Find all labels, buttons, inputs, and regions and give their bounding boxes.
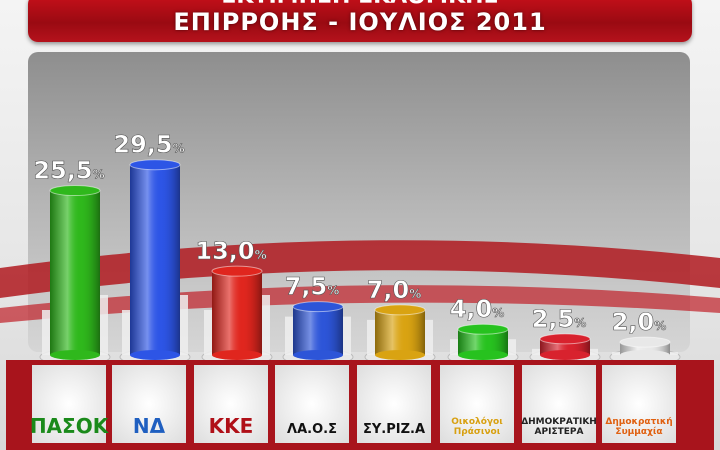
data-label: 2,0% — [612, 308, 667, 336]
data-label: 13,0% — [195, 237, 266, 265]
bar-bottom — [212, 350, 262, 360]
bar-bottom — [458, 350, 508, 360]
bar-cap — [374, 304, 426, 316]
bar-cap — [292, 301, 344, 313]
title-line-2: ΕΠΙΡΡΟΗΣ - ΙΟΥΛΙΟΣ 2011 — [173, 8, 547, 36]
bar-pillar — [423, 319, 433, 355]
data-label: 7,0% — [367, 276, 422, 304]
party-name: ΔΗΜΟΚΡΑΤΙΚΗ ΑΡΙΣΤΕΡΑ — [521, 417, 597, 437]
data-label: 7,5% — [285, 273, 340, 301]
title-banner: ΕΚΤΙΜΗΣΗ ΕΚΛΟΓΙΚΗΣ ΕΠΙΡΡΟΗΣ - ΙΟΥΛΙΟΣ 20… — [28, 0, 692, 42]
bar-pillar — [506, 339, 516, 355]
unit-label: % — [93, 168, 105, 182]
bar-pillar — [612, 352, 622, 355]
unit-label: % — [492, 306, 504, 320]
bar-cap — [457, 323, 509, 335]
bar-pillar — [204, 310, 214, 355]
bar-pillar — [285, 316, 295, 355]
bar-cap — [211, 265, 263, 277]
bar-pillar — [668, 352, 678, 355]
data-label: 25,5% — [33, 157, 104, 185]
bar-shading — [375, 309, 425, 355]
bar-pillar — [588, 348, 598, 355]
party-logo: ΝΔ — [112, 365, 186, 443]
bar-shading — [293, 306, 343, 355]
bar-pillar — [122, 310, 132, 355]
bar-shading — [50, 190, 100, 355]
party-logo: ΔΗΜΟΚΡΑΤΙΚΗ ΑΡΙΣΤΕΡΑ — [521, 365, 597, 443]
data-label: 4,0% — [450, 295, 505, 323]
bar-pillar — [98, 295, 108, 355]
party-logo: ΣΥ.ΡΙΖ.Α — [357, 365, 431, 443]
bar-shading — [130, 164, 180, 355]
bar-pillar — [260, 295, 270, 355]
party-name: ΠΑΣΟΚ — [29, 414, 109, 438]
bar-cap — [539, 333, 591, 345]
data-label: 29,5% — [113, 131, 184, 159]
unit-label: % — [255, 248, 267, 262]
party-name: ΣΥ.ΡΙΖ.Α — [362, 422, 426, 438]
unit-label: % — [173, 142, 185, 156]
party-logo: ΚΚΕ — [194, 365, 268, 443]
bar-pillar — [178, 295, 188, 355]
bar-bottom — [620, 350, 670, 360]
bar-cap — [49, 185, 101, 197]
bar-shading — [212, 271, 262, 355]
bar-bottom — [50, 350, 100, 360]
party-logo: Οικολόγοι Πράσινοι — [440, 365, 514, 443]
bar-bottom — [375, 350, 425, 360]
bar-pillar — [42, 310, 52, 355]
bar-pillar — [532, 348, 542, 355]
party-logo: Δημοκρατική Συμμαχία — [602, 365, 676, 443]
data-label: 2,5% — [532, 305, 587, 333]
bar-pillar — [341, 316, 351, 355]
bar-bottom — [130, 350, 180, 360]
bar-pillar — [450, 339, 460, 355]
unit-label: % — [654, 319, 666, 333]
unit-label: % — [327, 284, 339, 298]
party-name: ΛΑ.Ο.Σ — [287, 422, 337, 438]
party-name: ΝΔ — [132, 414, 166, 438]
party-logo-strip: ΠΑΣΟΚ ΝΔ ΚΚΕ ΛΑ.Ο.Σ ΣΥ.ΡΙΖ.Α Οικολόγοι Πράσιν… — [6, 360, 714, 450]
party-name: ΚΚΕ — [208, 414, 254, 438]
bar-cap — [129, 159, 181, 171]
bar-bottom — [540, 350, 590, 360]
unit-label: % — [409, 287, 421, 301]
party-name: Δημοκρατική Συμμαχία — [605, 417, 673, 437]
bar-cap — [619, 336, 671, 348]
bar-pillar — [367, 319, 377, 355]
title-line-1: ΕΚΤΙΜΗΣΗ ΕΚΛΟΓΙΚΗΣ — [28, 0, 692, 9]
unit-label: % — [574, 316, 586, 330]
bar-bottom — [293, 350, 343, 360]
party-logo: ΠΑΣΟΚ — [29, 365, 109, 443]
party-logo: ΛΑ.Ο.Σ — [275, 365, 349, 443]
party-name: Οικολόγοι Πράσινοι — [451, 417, 503, 437]
